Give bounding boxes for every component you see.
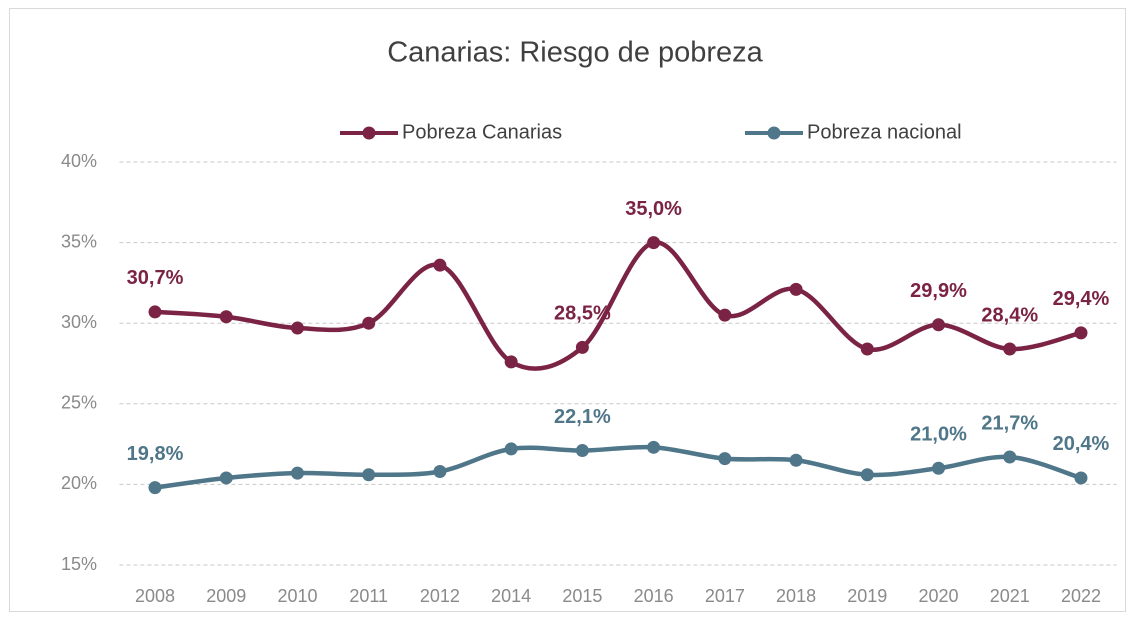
point — [1074, 326, 1088, 340]
data-label: 30,7% — [127, 267, 184, 289]
data-label: 21,7% — [981, 412, 1038, 434]
x-tick-label: 2009 — [206, 586, 246, 606]
y-tick-label: 25% — [61, 393, 97, 413]
chart-title: Canarias: Riesgo de pobreza — [387, 37, 763, 69]
x-tick-label: 2021 — [990, 586, 1030, 606]
x-tick-label: 2020 — [919, 586, 959, 606]
point — [647, 440, 661, 454]
data-label: 29,4% — [1053, 288, 1110, 310]
data-label: 20,4% — [1053, 433, 1110, 455]
x-tick-label: 2011 — [349, 586, 388, 606]
y-tick-label: 35% — [61, 231, 97, 251]
point — [290, 321, 304, 335]
data-label: 35,0% — [625, 198, 682, 220]
point — [1074, 471, 1088, 485]
point — [504, 442, 518, 456]
point — [219, 310, 233, 324]
x-tick-label: 2016 — [634, 586, 674, 606]
point — [433, 258, 447, 272]
point — [433, 465, 447, 479]
point — [1003, 342, 1017, 356]
legend-label: Pobreza Canarias — [402, 121, 562, 143]
legend-marker — [362, 126, 376, 140]
x-tick-label: 2012 — [420, 586, 460, 606]
x-tick-label: 2022 — [1061, 586, 1101, 606]
point — [932, 318, 946, 332]
x-tick-label: 2017 — [705, 586, 745, 606]
point — [148, 305, 162, 319]
data-label: 22,1% — [554, 406, 611, 428]
x-tick-label: 2019 — [847, 586, 887, 606]
data-label: 21,0% — [910, 424, 967, 446]
y-tick-label: 15% — [61, 554, 97, 574]
series-line — [154, 240, 1082, 371]
legend-label: Pobreza nacional — [807, 121, 962, 143]
x-tick-label: 2015 — [562, 586, 602, 606]
data-label: 19,8% — [127, 443, 184, 465]
point — [504, 355, 518, 369]
point — [789, 453, 803, 467]
x-tick-label: 2008 — [135, 586, 175, 606]
point — [932, 461, 946, 475]
legend-marker — [767, 126, 781, 140]
point — [362, 316, 376, 330]
point — [1003, 450, 1017, 464]
point — [575, 340, 589, 354]
data-label: 28,5% — [554, 303, 611, 325]
y-tick-label: 30% — [61, 312, 97, 332]
data-label: 29,9% — [910, 280, 967, 302]
point — [362, 468, 376, 482]
x-tick-label: 2018 — [776, 586, 816, 606]
x-tick-label: 2010 — [277, 586, 317, 606]
point — [860, 468, 874, 482]
point — [219, 471, 233, 485]
series-line — [154, 444, 1082, 490]
point — [718, 452, 732, 466]
x-tick-label: 2014 — [491, 586, 531, 606]
point — [718, 308, 732, 322]
data-label: 28,4% — [981, 304, 1038, 326]
point — [860, 342, 874, 356]
chart-frame — [9, 8, 1126, 612]
point — [647, 236, 661, 250]
point — [290, 466, 304, 480]
point — [575, 444, 589, 458]
y-tick-label: 40% — [61, 151, 97, 171]
point — [148, 481, 162, 495]
y-tick-label: 20% — [61, 473, 97, 493]
point — [789, 282, 803, 296]
